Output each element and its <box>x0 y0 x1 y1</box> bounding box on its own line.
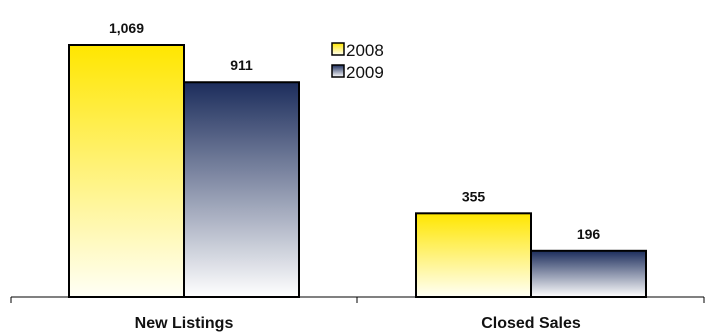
bar-new-listings-2008 <box>68 44 185 298</box>
legend-label-2009: 2009 <box>346 63 384 82</box>
value-label-new-listings-2009: 911 <box>230 57 253 73</box>
legend-label-2008: 2008 <box>346 41 384 60</box>
value-labels-group: 1,069 911 355 196 <box>109 20 600 242</box>
value-label-closed-sales-2008: 355 <box>462 188 486 204</box>
value-label-new-listings-2008: 1,069 <box>109 20 144 36</box>
bar-new-listings-2009 <box>183 81 300 299</box>
category-label-new-listings: New Listings <box>135 315 234 332</box>
bar-closed-sales-2008 <box>415 212 532 298</box>
legend-swatch-2009 <box>331 64 345 78</box>
legend-swatch-2008 <box>331 42 345 56</box>
value-label-closed-sales-2009: 196 <box>577 226 601 242</box>
legend: 2008 2009 <box>331 41 384 82</box>
bars-group <box>68 44 647 299</box>
category-label-closed-sales: Closed Sales <box>481 315 581 332</box>
bar-closed-sales-2009 <box>530 249 647 298</box>
